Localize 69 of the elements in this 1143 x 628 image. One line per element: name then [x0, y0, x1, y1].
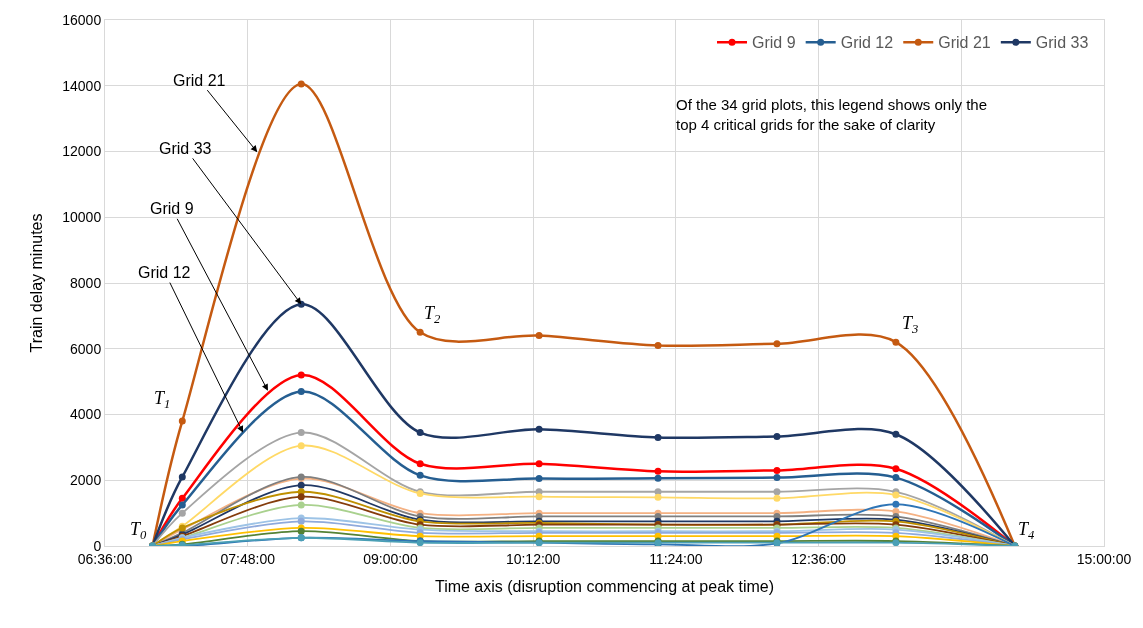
y-tick-label: 4000	[70, 406, 102, 423]
annotation: T$_{4}$	[1018, 519, 1036, 542]
annotation: T$_{1}$	[154, 388, 171, 411]
point	[297, 371, 305, 379]
point	[654, 474, 662, 482]
point	[773, 433, 781, 441]
point	[416, 460, 424, 468]
point	[416, 471, 424, 479]
y-axis-title: Train delay minutes	[28, 213, 46, 353]
point	[773, 488, 781, 496]
point	[416, 429, 424, 437]
point	[892, 430, 900, 438]
point	[178, 501, 186, 509]
point	[297, 481, 305, 489]
legend-label: Grid 12	[840, 34, 894, 52]
annotation: Grid 9	[150, 200, 194, 217]
point	[178, 509, 186, 517]
y-tick-label: 16000	[62, 11, 102, 28]
point	[535, 425, 543, 433]
point	[654, 341, 662, 349]
point	[416, 328, 424, 336]
x-axis-title: Time axis (disruption commencing at peak time)	[434, 578, 775, 596]
x-tick-label: 07:48:00	[220, 550, 276, 567]
point	[178, 417, 186, 425]
point	[535, 332, 543, 340]
point	[773, 474, 781, 482]
annotation: T$_{3}$	[902, 313, 919, 336]
annotation: T$_{0}$	[130, 519, 148, 542]
y-tick-label: 14000	[62, 77, 102, 94]
x-tick-label: 11:24:00	[649, 550, 703, 567]
point	[178, 494, 186, 502]
point	[178, 473, 186, 481]
x-tick-label: 15:00:00	[1076, 550, 1132, 567]
annotation: Grid 21	[173, 72, 226, 89]
y-tick-label: 10000	[62, 209, 102, 226]
point	[892, 500, 900, 508]
point	[654, 493, 662, 501]
legend-label: Grid 9	[752, 34, 796, 52]
point	[773, 494, 781, 502]
x-tick-label: 09:00:00	[363, 550, 418, 567]
point	[892, 465, 900, 473]
point	[297, 501, 305, 509]
y-tick-label: 6000	[70, 340, 102, 357]
legend-label: Grid 21	[938, 34, 991, 52]
y-tick-label: 2000	[70, 472, 102, 489]
point	[297, 429, 305, 437]
point	[892, 338, 900, 346]
point	[654, 467, 662, 475]
point	[297, 493, 305, 501]
point	[892, 474, 900, 482]
x-tick-label: 10:12:00	[505, 550, 561, 567]
annotation: Grid 12	[138, 264, 191, 281]
x-tick-label: 13:48:00	[934, 550, 989, 567]
y-tick-label: 8000	[70, 274, 102, 291]
y-tick-label: 12000	[62, 143, 102, 160]
x-tick-label: 12:36:00	[791, 550, 847, 567]
point	[535, 493, 543, 501]
point	[297, 387, 305, 395]
point	[535, 475, 543, 483]
annotation: Grid 33	[159, 140, 212, 157]
annotation: T$_{2}$	[424, 303, 442, 326]
point	[535, 460, 543, 468]
legend-label: Grid 33	[1035, 34, 1089, 52]
point	[297, 80, 305, 88]
annotation: Of the 34 grid plots, this legend shows only the top 4 critical grids for the sake of clarity	[676, 96, 988, 133]
point	[773, 466, 781, 474]
point	[297, 442, 305, 450]
point	[773, 340, 781, 348]
point	[654, 434, 662, 442]
